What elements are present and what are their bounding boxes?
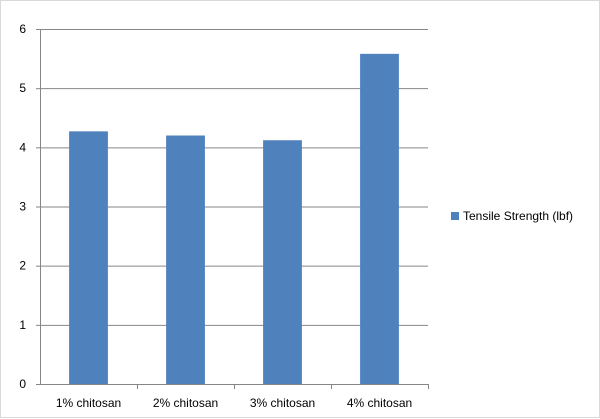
- x-tick-label: 1% chitosan: [56, 396, 121, 410]
- bar: [69, 131, 108, 384]
- y-tick-label: 0: [19, 377, 26, 391]
- bars: [69, 53, 399, 384]
- y-tick-label: 4: [19, 140, 26, 154]
- legend-label: Tensile Strength (lbf): [463, 209, 573, 223]
- bar: [360, 53, 399, 384]
- bar: [166, 135, 205, 384]
- x-tick-label: 4% chitosan: [347, 396, 412, 410]
- legend: Tensile Strength (lbf): [451, 209, 573, 223]
- y-tick-label: 1: [19, 318, 26, 332]
- legend-swatch: [451, 212, 459, 220]
- y-tick-label: 5: [19, 81, 26, 95]
- bar: [263, 140, 302, 384]
- x-tick-label: 3% chitosan: [250, 396, 315, 410]
- y-tick-label: 3: [19, 200, 26, 214]
- y-tick-label: 6: [19, 22, 26, 36]
- axes: [36, 29, 429, 389]
- x-tick-labels: 1% chitosan 2% chitosan 3% chitosan 4% chit…: [56, 396, 412, 410]
- y-tick-label: 2: [19, 259, 26, 273]
- y-tick-labels: 0 1 2 3 4 5 6: [19, 22, 26, 391]
- x-tick-label: 2% chitosan: [153, 396, 218, 410]
